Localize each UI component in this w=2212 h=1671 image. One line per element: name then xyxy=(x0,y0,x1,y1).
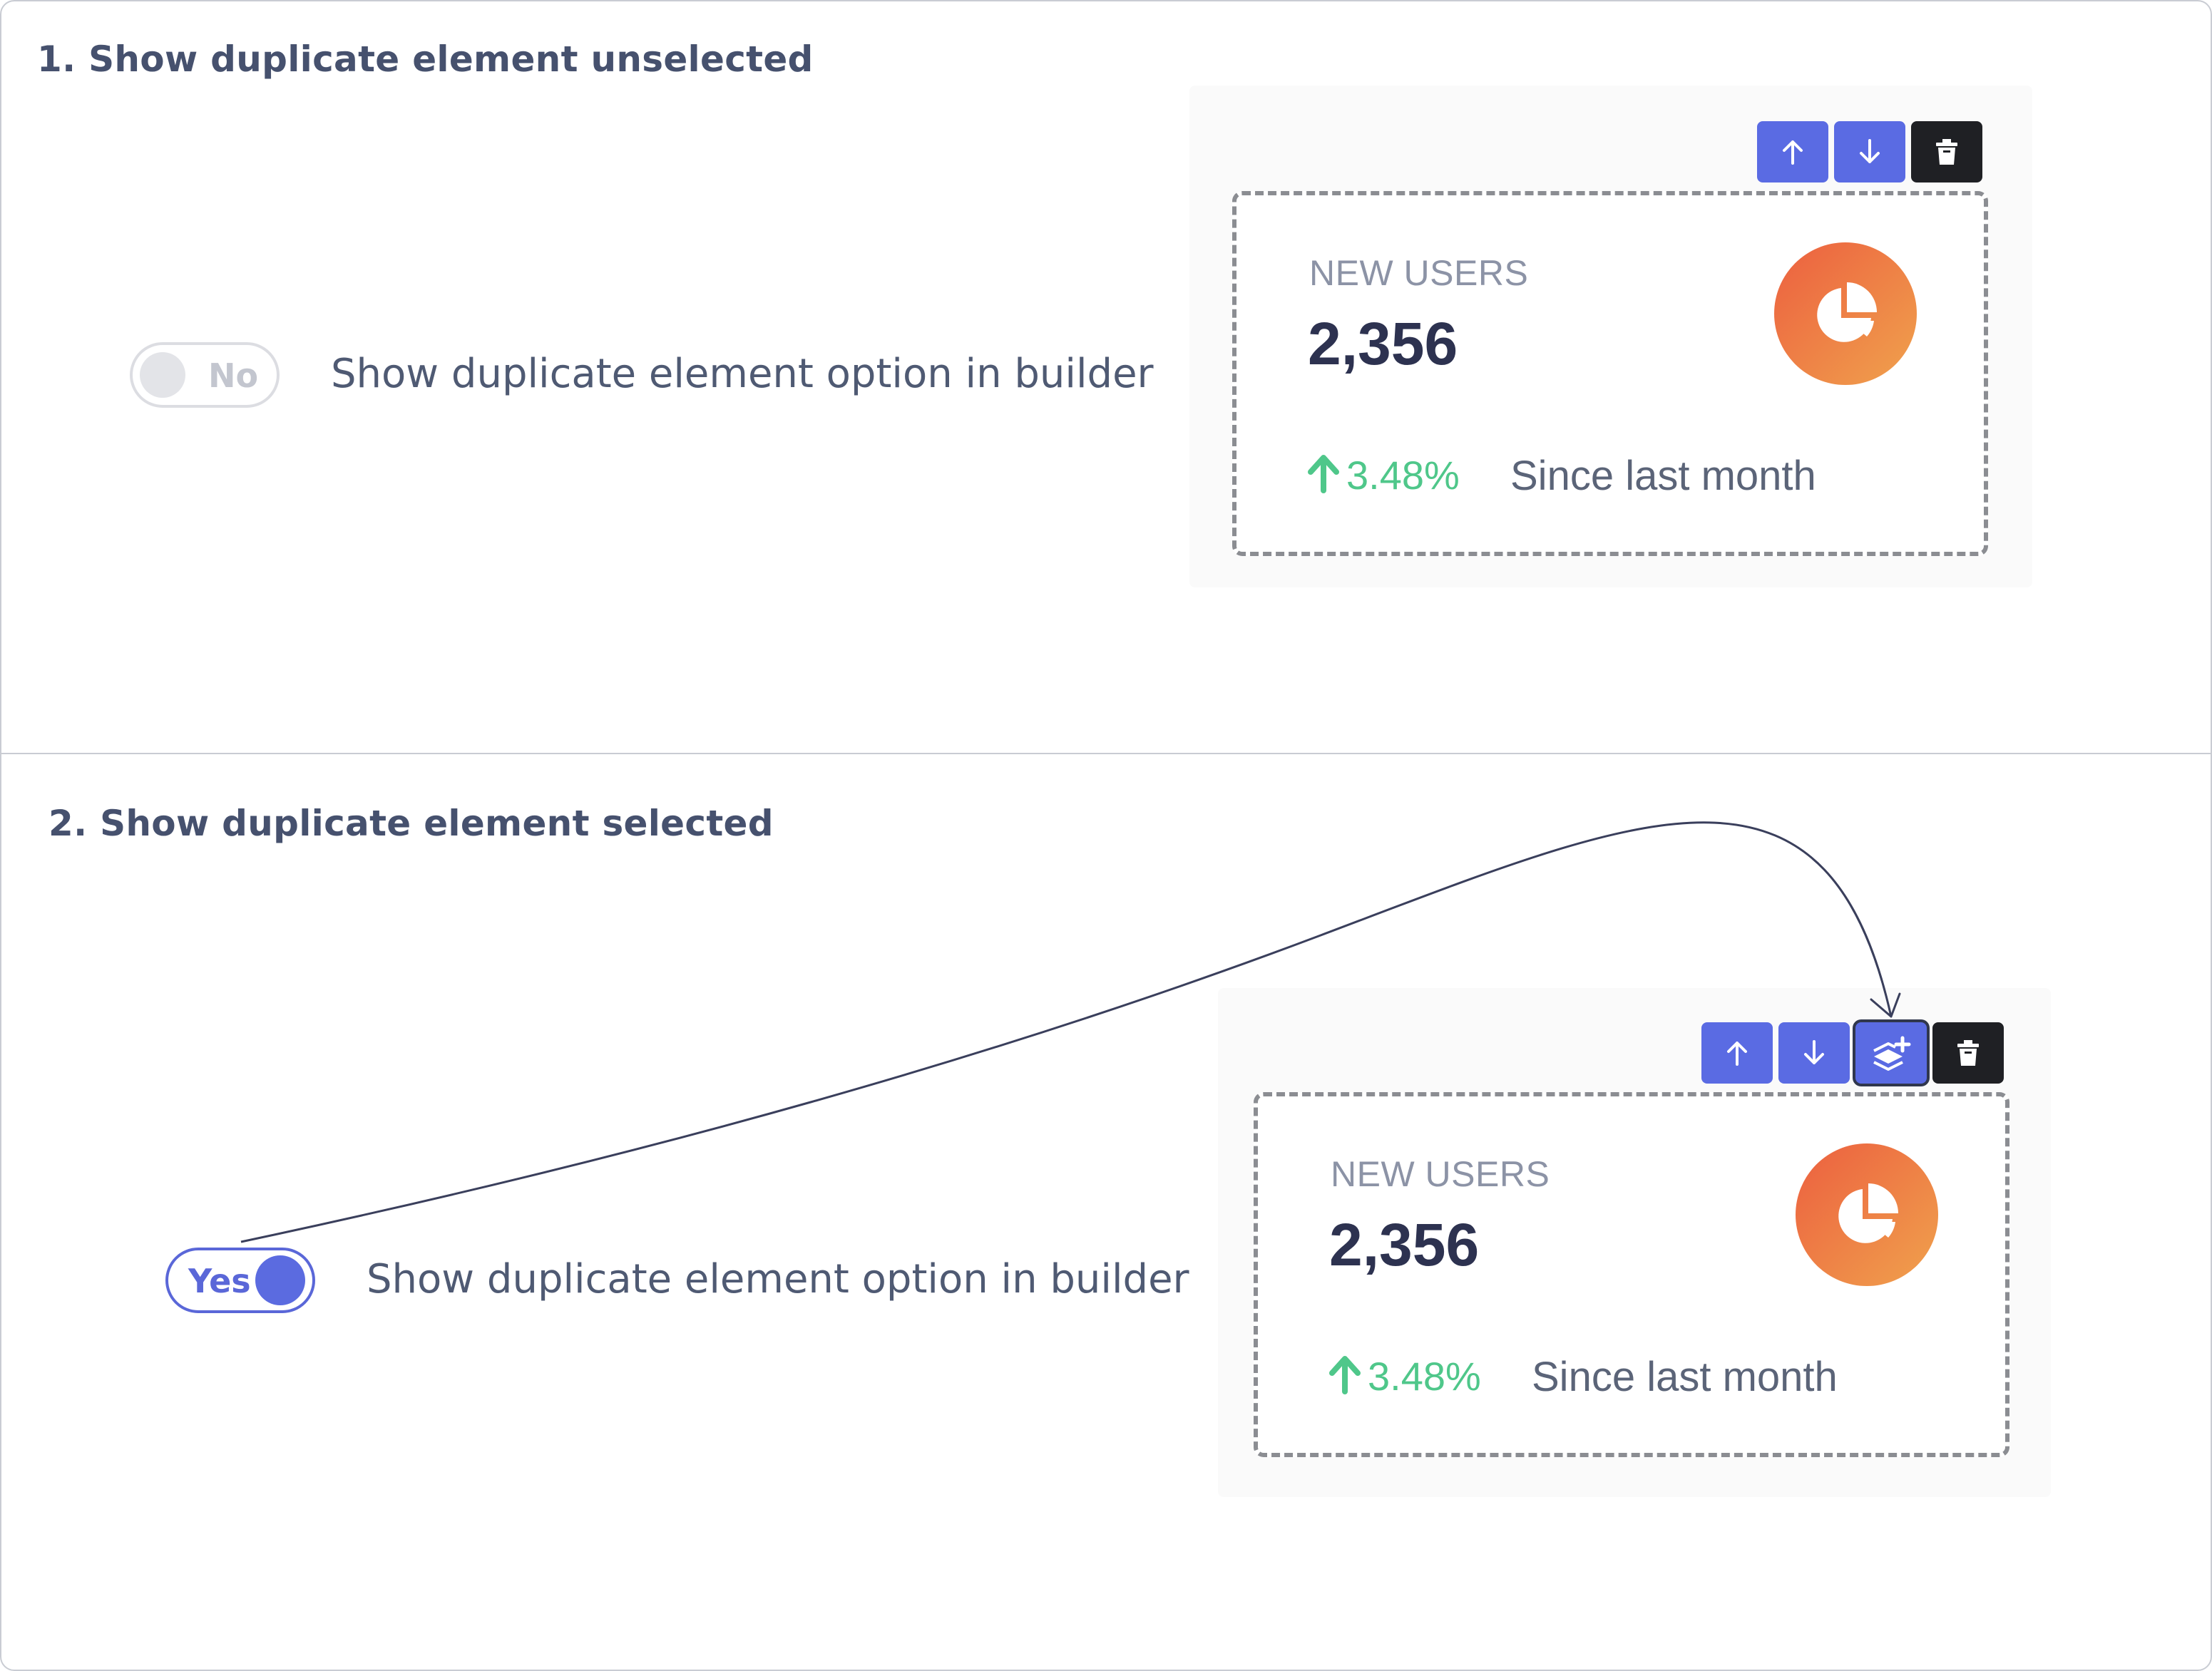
trash-icon xyxy=(1936,139,1957,165)
trend-indicator: 3.48% xyxy=(1329,1353,1481,1399)
trash-icon xyxy=(1957,1040,1979,1066)
card-value: 2,356 xyxy=(1329,1211,1480,1278)
trend-value: 3.48% xyxy=(1346,453,1460,498)
move-down-button[interactable] xyxy=(1778,1022,1850,1084)
section-divider xyxy=(1,753,2211,754)
card-title: NEW USERS xyxy=(1309,253,1529,293)
option-label: Show duplicate element option in builder xyxy=(367,1256,1189,1302)
card-title: NEW USERS xyxy=(1331,1154,1550,1194)
trend-up-icon xyxy=(1329,1356,1361,1394)
toggle-label: No xyxy=(208,356,259,395)
arrow-up-icon xyxy=(1783,140,1803,165)
section-1-title: 1. Show duplicate element unselected xyxy=(37,38,814,80)
toggle-knob xyxy=(255,1255,305,1305)
trend-note: Since last month xyxy=(1532,1354,1838,1400)
duplicate-toggle-off[interactable]: No xyxy=(130,342,280,408)
duplicate-toggle-on[interactable]: Yes xyxy=(165,1248,315,1313)
arrow-up-icon xyxy=(1727,1042,1747,1066)
option-label: Show duplicate element option in builder xyxy=(331,351,1154,397)
duplicate-button[interactable] xyxy=(1855,1022,1927,1084)
pie-chart-icon xyxy=(1774,242,1917,385)
card-value: 2,356 xyxy=(1308,310,1458,377)
move-down-button[interactable] xyxy=(1834,121,1905,182)
delete-button[interactable] xyxy=(1932,1022,2004,1084)
arrow-down-icon xyxy=(1804,1040,1824,1064)
move-up-button[interactable] xyxy=(1701,1022,1773,1084)
toggle-knob xyxy=(140,352,185,398)
move-up-button[interactable] xyxy=(1757,121,1828,182)
trend-indicator: 3.48% xyxy=(1308,452,1460,498)
trend-value: 3.48% xyxy=(1368,1354,1481,1399)
duplicate-icon xyxy=(1873,1036,1911,1071)
trend-note: Since last month xyxy=(1510,453,1816,499)
delete-button[interactable] xyxy=(1911,121,1982,182)
toggle-label: Yes xyxy=(188,1262,251,1300)
trend-up-icon xyxy=(1308,455,1339,493)
pie-chart-icon xyxy=(1796,1143,1938,1286)
arrow-down-icon xyxy=(1860,139,1880,163)
stat-card[interactable]: NEW USERS 2,356 3.48% Since last month xyxy=(1254,1092,2009,1457)
section-2-title: 2. Show duplicate element selected xyxy=(48,803,774,844)
stat-card[interactable]: NEW USERS 2,356 3.48% Since last month xyxy=(1232,191,1988,556)
